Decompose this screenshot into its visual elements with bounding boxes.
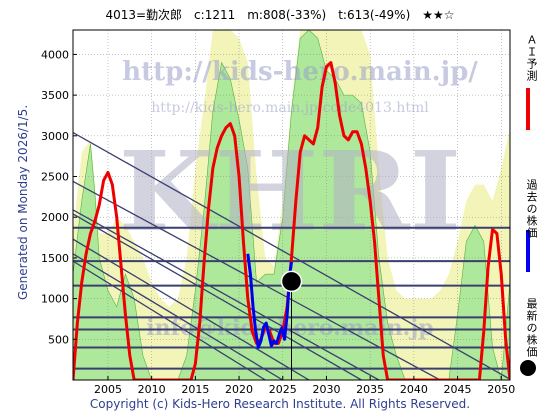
y-tick-label-1: 1000 bbox=[41, 293, 69, 306]
axis-ticks: 500 1000 1500 2000 2500 3000 3500 4000 2005 2010 2… bbox=[41, 48, 515, 396]
x-tick-label-8: 2045 bbox=[444, 383, 472, 396]
x-tick-label-9: 2050 bbox=[487, 383, 515, 396]
x-tick-label-1: 2010 bbox=[138, 383, 166, 396]
y-tick-label-5: 3000 bbox=[41, 130, 69, 143]
legend-latest-swatch bbox=[520, 360, 536, 376]
copyright-footer: Copyright (c) Kids-Hero Research Institu… bbox=[89, 397, 471, 411]
y-tick-label-4: 2500 bbox=[41, 171, 69, 184]
x-tick-label-3: 2020 bbox=[225, 383, 253, 396]
watermark: http://kids-hero.main.jp/ http://kids-he… bbox=[119, 57, 478, 341]
ai-prediction-line bbox=[73, 61, 510, 380]
latest-price-marker bbox=[280, 270, 303, 293]
legend-ai-label: ＡＩ予測 bbox=[525, 34, 538, 82]
past-price-line bbox=[246, 253, 293, 349]
x-tick-label-6: 2035 bbox=[356, 383, 384, 396]
watermark-email: info@kids-hero.main.jp bbox=[146, 315, 433, 341]
series-lines bbox=[73, 61, 510, 380]
x-tick-label-0: 2005 bbox=[94, 383, 122, 396]
y-tick-label-2: 1500 bbox=[41, 252, 69, 265]
trend-line-5 bbox=[73, 253, 284, 380]
trend-line-6 bbox=[73, 260, 266, 380]
y-tick-label-6: 3500 bbox=[41, 89, 69, 102]
watermark-url-code: http://kids-hero.main.jp/code4013.html bbox=[151, 100, 429, 116]
trend-line-4 bbox=[73, 238, 310, 380]
chart-title: 4013=勤次郎 c:1211 m:808(-33%) t:613(-49%) … bbox=[105, 8, 455, 22]
legend-past-label: 過去の株価 bbox=[525, 179, 538, 239]
legend-latest-label: 最新の株価 bbox=[525, 298, 538, 358]
trend-line-3 bbox=[73, 213, 362, 380]
y-tick-label-7: 4000 bbox=[41, 48, 69, 61]
x-tick-label-4: 2025 bbox=[269, 383, 297, 396]
legend bbox=[520, 88, 536, 376]
x-tick-label-2: 2015 bbox=[181, 383, 209, 396]
y-tick-label-0: 500 bbox=[48, 333, 69, 346]
watermark-url: http://kids-hero.main.jp/ bbox=[122, 57, 478, 87]
y-tick-label-3: 2000 bbox=[41, 211, 69, 224]
trend-line-2 bbox=[73, 209, 380, 380]
x-tick-label-7: 2040 bbox=[400, 383, 428, 396]
plot-frame bbox=[72, 29, 511, 381]
latest-price-marker-group bbox=[280, 270, 303, 380]
trend-line-1 bbox=[73, 180, 441, 380]
grid-lines bbox=[73, 30, 510, 380]
watermark-brand: KHRI bbox=[119, 127, 461, 256]
x-tick-label-5: 2030 bbox=[312, 383, 340, 396]
